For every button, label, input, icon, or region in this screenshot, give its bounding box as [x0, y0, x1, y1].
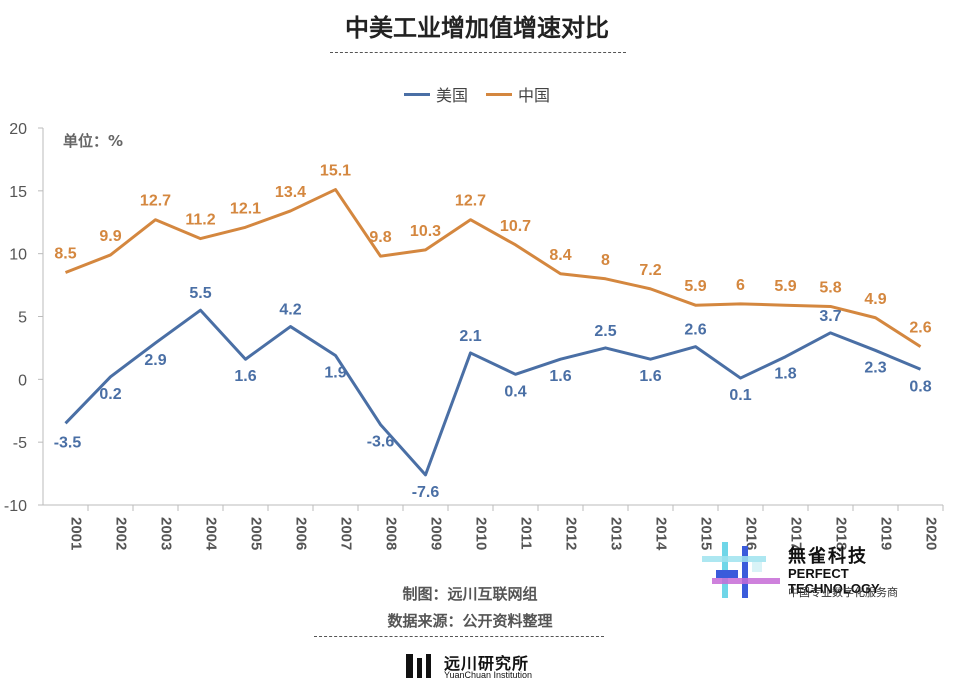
data-label-us: 4.2 — [279, 302, 301, 319]
data-label-china: 12.7 — [140, 193, 171, 210]
y-tick-label: 20 — [9, 121, 27, 138]
x-tick-label: 2018 — [833, 517, 850, 550]
chart-title: 中美工业增加值增速对比 — [345, 14, 609, 42]
x-tick-label: 2010 — [473, 517, 490, 550]
data-label-us: 1.9 — [324, 364, 346, 381]
data-label-us: 5.5 — [189, 285, 211, 302]
x-tick-label: 2002 — [113, 517, 130, 550]
y-tick-label: -10 — [4, 498, 27, 515]
series-line-us — [64, 308, 922, 477]
data-label-us: 0.4 — [504, 383, 526, 400]
data-label-china: 9.8 — [369, 229, 391, 246]
x-tick-label: 2001 — [68, 517, 85, 550]
brand-logo-icon — [702, 542, 780, 598]
y-tick-label: 0 — [18, 372, 27, 389]
legend-swatch-us — [403, 92, 430, 96]
data-label-us: 2.5 — [594, 323, 616, 340]
data-label-china: 5.8 — [819, 279, 841, 296]
footer-divider — [314, 636, 604, 637]
credit-source: 数据来源：公开资料整理 — [387, 612, 553, 630]
data-label-china: 15.1 — [320, 163, 351, 180]
x-tick-label: 2017 — [788, 517, 805, 550]
data-label-us: 0.8 — [909, 378, 931, 395]
data-label-china: 8.4 — [549, 247, 571, 264]
unit-label: 单位：% — [63, 132, 124, 150]
data-label-us: 3.7 — [819, 308, 841, 325]
data-label-us: 1.8 — [774, 366, 796, 383]
data-label-china: 10.7 — [500, 218, 531, 235]
series-line-china — [64, 188, 922, 348]
data-label-china: 13.4 — [275, 184, 306, 201]
data-label-china: 5.9 — [684, 278, 706, 295]
legend: 美国 中国 — [0, 82, 954, 106]
data-label-china: 2.6 — [909, 320, 931, 337]
brand-tagline: 中国专业数字化服务商 — [788, 586, 898, 599]
x-tick-label: 2005 — [248, 517, 265, 550]
x-tick-label: 2012 — [563, 517, 580, 550]
data-label-us: 2.9 — [144, 352, 166, 369]
x-tick-label: 2013 — [608, 517, 625, 550]
data-label-china: 10.3 — [410, 223, 441, 240]
data-label-us: 1.6 — [234, 368, 256, 385]
x-tick-label: 2006 — [293, 517, 310, 550]
data-label-china: 4.9 — [864, 291, 886, 308]
x-tick-label: 2009 — [428, 517, 445, 550]
x-tick-label: 2011 — [518, 517, 535, 550]
x-tick-label: 2003 — [158, 517, 175, 550]
data-label-us: -7.6 — [412, 484, 440, 501]
data-label-us: 0.1 — [729, 387, 751, 404]
x-tick-label: 2019 — [878, 517, 895, 550]
data-label-china: 6 — [736, 277, 745, 294]
y-tick-label: -5 — [13, 435, 27, 452]
data-label-us: 2.1 — [459, 328, 481, 345]
data-label-us: 2.6 — [684, 322, 706, 339]
data-label-china: 11.2 — [185, 212, 215, 229]
x-tick-label: 2016 — [743, 517, 760, 550]
data-label-us: 1.6 — [549, 368, 571, 385]
brand-watermark: 無雀科技 PERFECT TECHNOLOGY 中国专业数字化服务商 — [700, 534, 940, 604]
x-tick-label: 2004 — [203, 517, 220, 551]
x-tick-label: 2014 — [653, 517, 670, 551]
footer-logo: 远川研究所 YuanChuan Institution — [404, 650, 564, 682]
x-tick-label: 2007 — [338, 517, 355, 550]
credit-made-by: 制图：远川互联网组 — [402, 585, 538, 603]
data-label-china: 5.9 — [774, 278, 796, 295]
legend-label-china: 中国 — [518, 86, 551, 105]
data-label-us: 2.3 — [864, 359, 886, 376]
data-label-china: 12.1 — [230, 200, 261, 217]
legend-swatch-china — [486, 92, 512, 96]
data-label-china: 7.2 — [639, 262, 661, 279]
y-tick-label: 5 — [18, 310, 27, 327]
x-tick-label: 2015 — [698, 517, 715, 550]
data-label-us: -3.6 — [367, 434, 395, 451]
legend-item-us: 美国 — [403, 82, 468, 106]
brand-name-en: PERFECT TECHNOLOGY — [788, 566, 880, 596]
title-divider — [330, 52, 626, 53]
y-tick-label: 15 — [9, 184, 27, 201]
y-tick-label: 10 — [9, 247, 27, 264]
data-label-us: -3.5 — [54, 434, 82, 451]
footer-logo-icon — [406, 654, 431, 678]
brand-name-cn: 無雀科技 — [788, 546, 868, 567]
data-label-us: 1.6 — [639, 368, 661, 385]
data-label-us: 0.2 — [99, 386, 121, 403]
data-label-china: 8.5 — [54, 246, 76, 263]
data-label-china: 12.7 — [455, 193, 486, 210]
footer-name-cn: 远川研究所 — [444, 654, 530, 673]
footer-name-en: YuanChuan Institution — [444, 670, 533, 680]
x-tick-label: 2020 — [923, 517, 940, 550]
legend-label-us: 美国 — [435, 86, 468, 105]
data-label-china: 9.9 — [99, 228, 121, 245]
x-tick-label: 2008 — [383, 517, 400, 550]
legend-item-china: 中国 — [486, 82, 550, 106]
data-label-china: 8 — [601, 252, 610, 269]
